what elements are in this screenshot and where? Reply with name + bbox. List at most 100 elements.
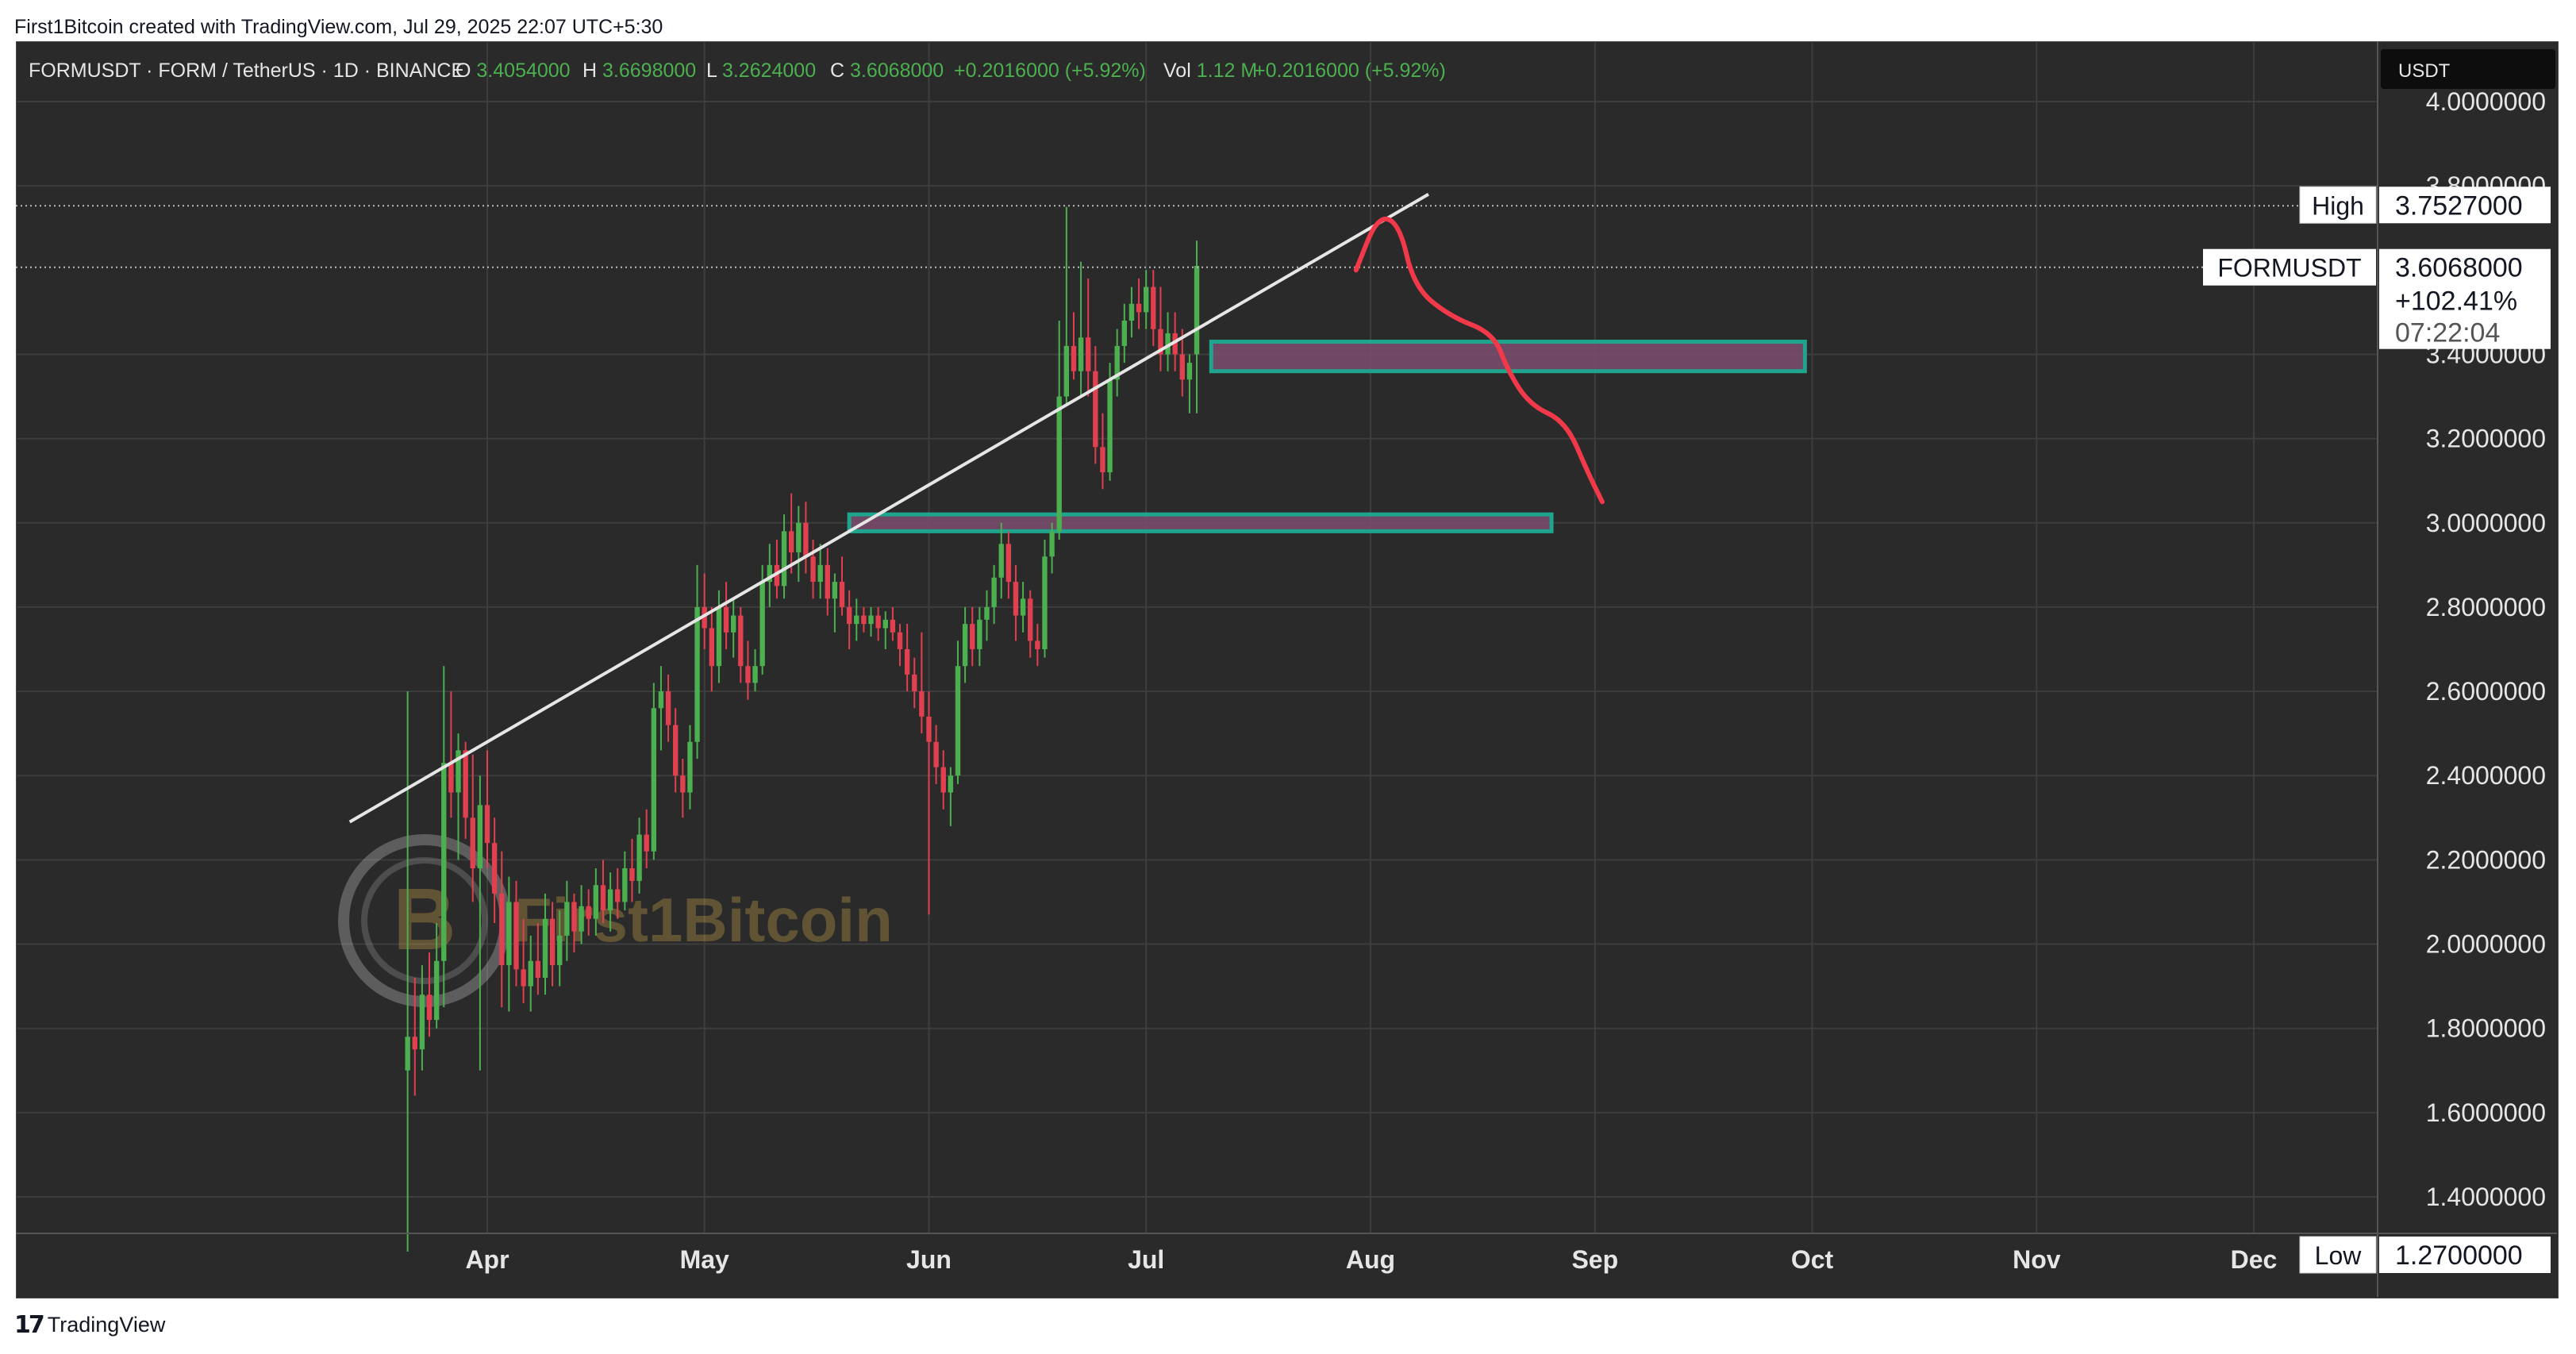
candle: [825, 548, 830, 616]
candle: [977, 606, 982, 667]
support-zones: [847, 340, 1807, 533]
candle-body: [948, 775, 954, 793]
last-price-value-box: [2379, 248, 2551, 349]
candle-body: [752, 666, 758, 683]
price-labels: High 3.7527000 Low 1.2700000 FORMUSDT 3.60680…: [2203, 186, 2551, 1274]
candle: [904, 624, 910, 692]
candle: [730, 598, 736, 658]
currency-button[interactable]: USDT: [2381, 49, 2555, 89]
footer-brand[interactable]: 𝟭𝟳 TradingView: [14, 1311, 165, 1339]
candle-body: [673, 725, 679, 776]
candle: [781, 514, 787, 599]
candle: [796, 506, 802, 583]
candle: [448, 691, 454, 818]
candle: [1086, 278, 1091, 397]
axes: Apr May Jun Jul Aug Sep Oct Nov Dec4.00000003.80…: [16, 41, 2557, 1297]
candle-body: [767, 564, 772, 583]
candle: [1035, 624, 1040, 667]
candle-body: [897, 632, 903, 649]
support-zone: [847, 512, 1554, 533]
candle: [579, 885, 584, 944]
candle-body: [1194, 266, 1200, 355]
candle-body: [1063, 345, 1070, 397]
candle-body: [861, 615, 867, 625]
legend-volume-change: +0.2016000 (+5.92%): [1254, 60, 1446, 82]
low-label: Low 1.2700000: [2299, 1236, 2551, 1274]
candle: [433, 923, 440, 1029]
candle: [658, 666, 664, 751]
candle-body: [448, 763, 454, 793]
candle: [535, 923, 541, 995]
candle-body: [644, 834, 649, 852]
candle: [788, 493, 794, 574]
candle-body: [470, 817, 475, 868]
y-tick-label: 2.4000000: [2426, 761, 2546, 790]
candle-body: [1071, 345, 1077, 371]
candle-body: [629, 868, 635, 881]
x-tick-label: Jun: [906, 1245, 952, 1274]
candle: [933, 725, 939, 784]
candle-body: [912, 674, 917, 692]
candle: [861, 606, 867, 633]
candle: [970, 606, 975, 667]
candle-body: [977, 619, 982, 649]
legend-high-label: H: [582, 60, 597, 82]
svg-text:FORMUSDT · FORM / TetherUS · 1: FORMUSDT · FORM / TetherUS · 1D · BINANC…: [29, 60, 1446, 82]
watermark-logo: B First1Bitcoin: [338, 834, 893, 1007]
candle-body: [521, 969, 526, 987]
candle: [600, 860, 606, 923]
candle: [723, 582, 729, 649]
x-tick-label: Nov: [2013, 1245, 2061, 1274]
candle: [412, 978, 417, 1096]
candle: [1093, 345, 1098, 464]
candle: [709, 606, 715, 692]
candles: [405, 206, 1200, 1252]
candle-body: [433, 960, 440, 1021]
candle: [940, 750, 946, 810]
candle-body: [810, 556, 816, 583]
candle-body: [970, 624, 975, 649]
candle: [593, 868, 599, 936]
candle-body: [846, 606, 852, 625]
candle-body: [1035, 640, 1040, 649]
candle-body: [593, 885, 599, 919]
y-tick-label: 2.0000000: [2426, 930, 2546, 959]
candle: [564, 880, 570, 961]
candle: [1005, 531, 1012, 599]
x-tick-label: May: [680, 1245, 729, 1274]
candle: [549, 902, 556, 987]
chart-caption: First1Bitcoin created with TradingView.c…: [14, 16, 663, 38]
candle: [810, 540, 816, 599]
candle-body: [759, 582, 765, 667]
candle-body: [723, 606, 729, 633]
candle-body: [1172, 333, 1178, 355]
x-tick-label: Jul: [1128, 1245, 1164, 1274]
last-price-label: FORMUSDT 3.6068000 +102.41%07:22:04: [2203, 248, 2551, 349]
candle-body: [1020, 598, 1026, 616]
candle: [629, 838, 635, 902]
candle: [419, 965, 425, 1071]
candle: [528, 935, 533, 1012]
candle: [955, 640, 961, 784]
candle-body: [1005, 544, 1012, 583]
candle-body: [528, 960, 533, 987]
candle-body: [680, 775, 686, 793]
candle: [470, 754, 475, 902]
candle: [1165, 312, 1171, 371]
candle: [817, 544, 823, 599]
candle-body: [412, 1037, 417, 1050]
candle: [1028, 590, 1033, 658]
candle: [875, 606, 881, 641]
candle-body: [499, 893, 505, 966]
x-tick-label: Oct: [1791, 1245, 1834, 1274]
last-price-symbol-box: [2203, 248, 2376, 286]
candle-body: [709, 628, 715, 667]
candle: [680, 759, 686, 818]
watermark-b-glyph: B: [393, 871, 456, 968]
candle: [673, 708, 679, 793]
candle: [426, 952, 433, 1037]
candle: [745, 640, 751, 700]
candle-body: [926, 716, 932, 742]
y-tick-label: 1.8000000: [2426, 1014, 2546, 1043]
